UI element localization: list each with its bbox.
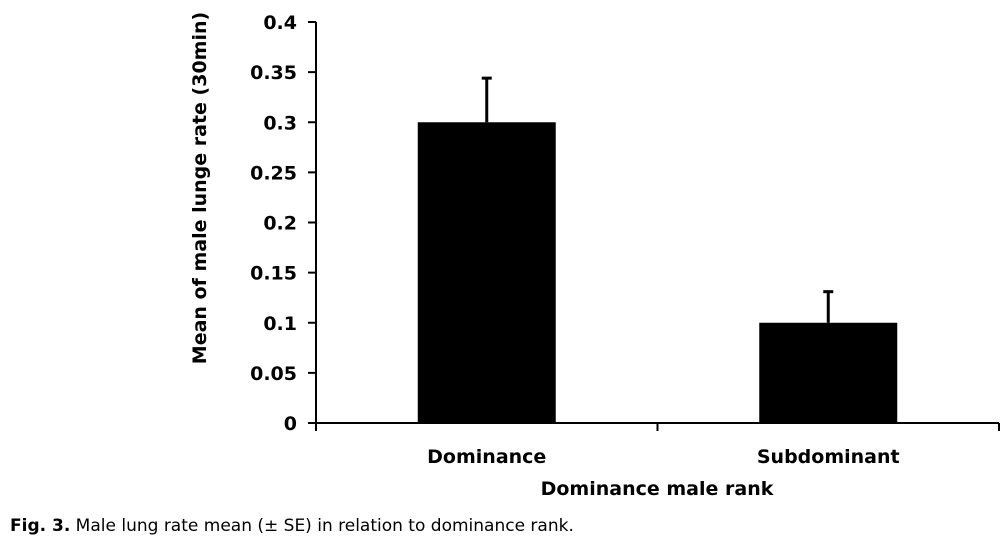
x-axis-title: Dominance male rank [541,478,774,500]
caption-prefix: Fig. 3. [10,516,71,536]
error-bars [481,76,834,323]
x-category-label: Subdominant [757,446,900,468]
bar-subdominant [759,322,898,423]
bar-chart: 0 0.05 0.1 0.15 0.2 0.25 0.3 0.35 0.4 Dominance S… [189,12,1000,500]
bar-dominance [417,122,556,423]
caption-text: Male lung rate mean (± SE) in relation t… [70,516,574,536]
x-axis: Dominance Subdominant [315,422,1000,468]
y-tick-label: 0.25 [250,162,297,184]
y-tick-label: 0.1 [263,313,297,335]
y-tick-label: 0.4 [263,12,297,34]
y-axis-title: Mean of male lunge rate (30min) [189,12,211,364]
y-tick-label: 0.2 [263,213,297,235]
y-tick-label: 0.15 [250,263,297,285]
x-category-label: Dominance [427,446,546,468]
y-tick-label: 0.35 [250,62,297,84]
y-tick-label: 0.3 [263,112,297,134]
y-tick-label: 0.05 [250,363,297,385]
bars [417,122,898,423]
y-tick-label: 0 [284,413,297,435]
figure-caption: Fig. 3. Male lung rate mean (± SE) in re… [10,516,574,536]
y-axis: 0 0.05 0.1 0.15 0.2 0.25 0.3 0.35 0.4 [250,12,317,435]
